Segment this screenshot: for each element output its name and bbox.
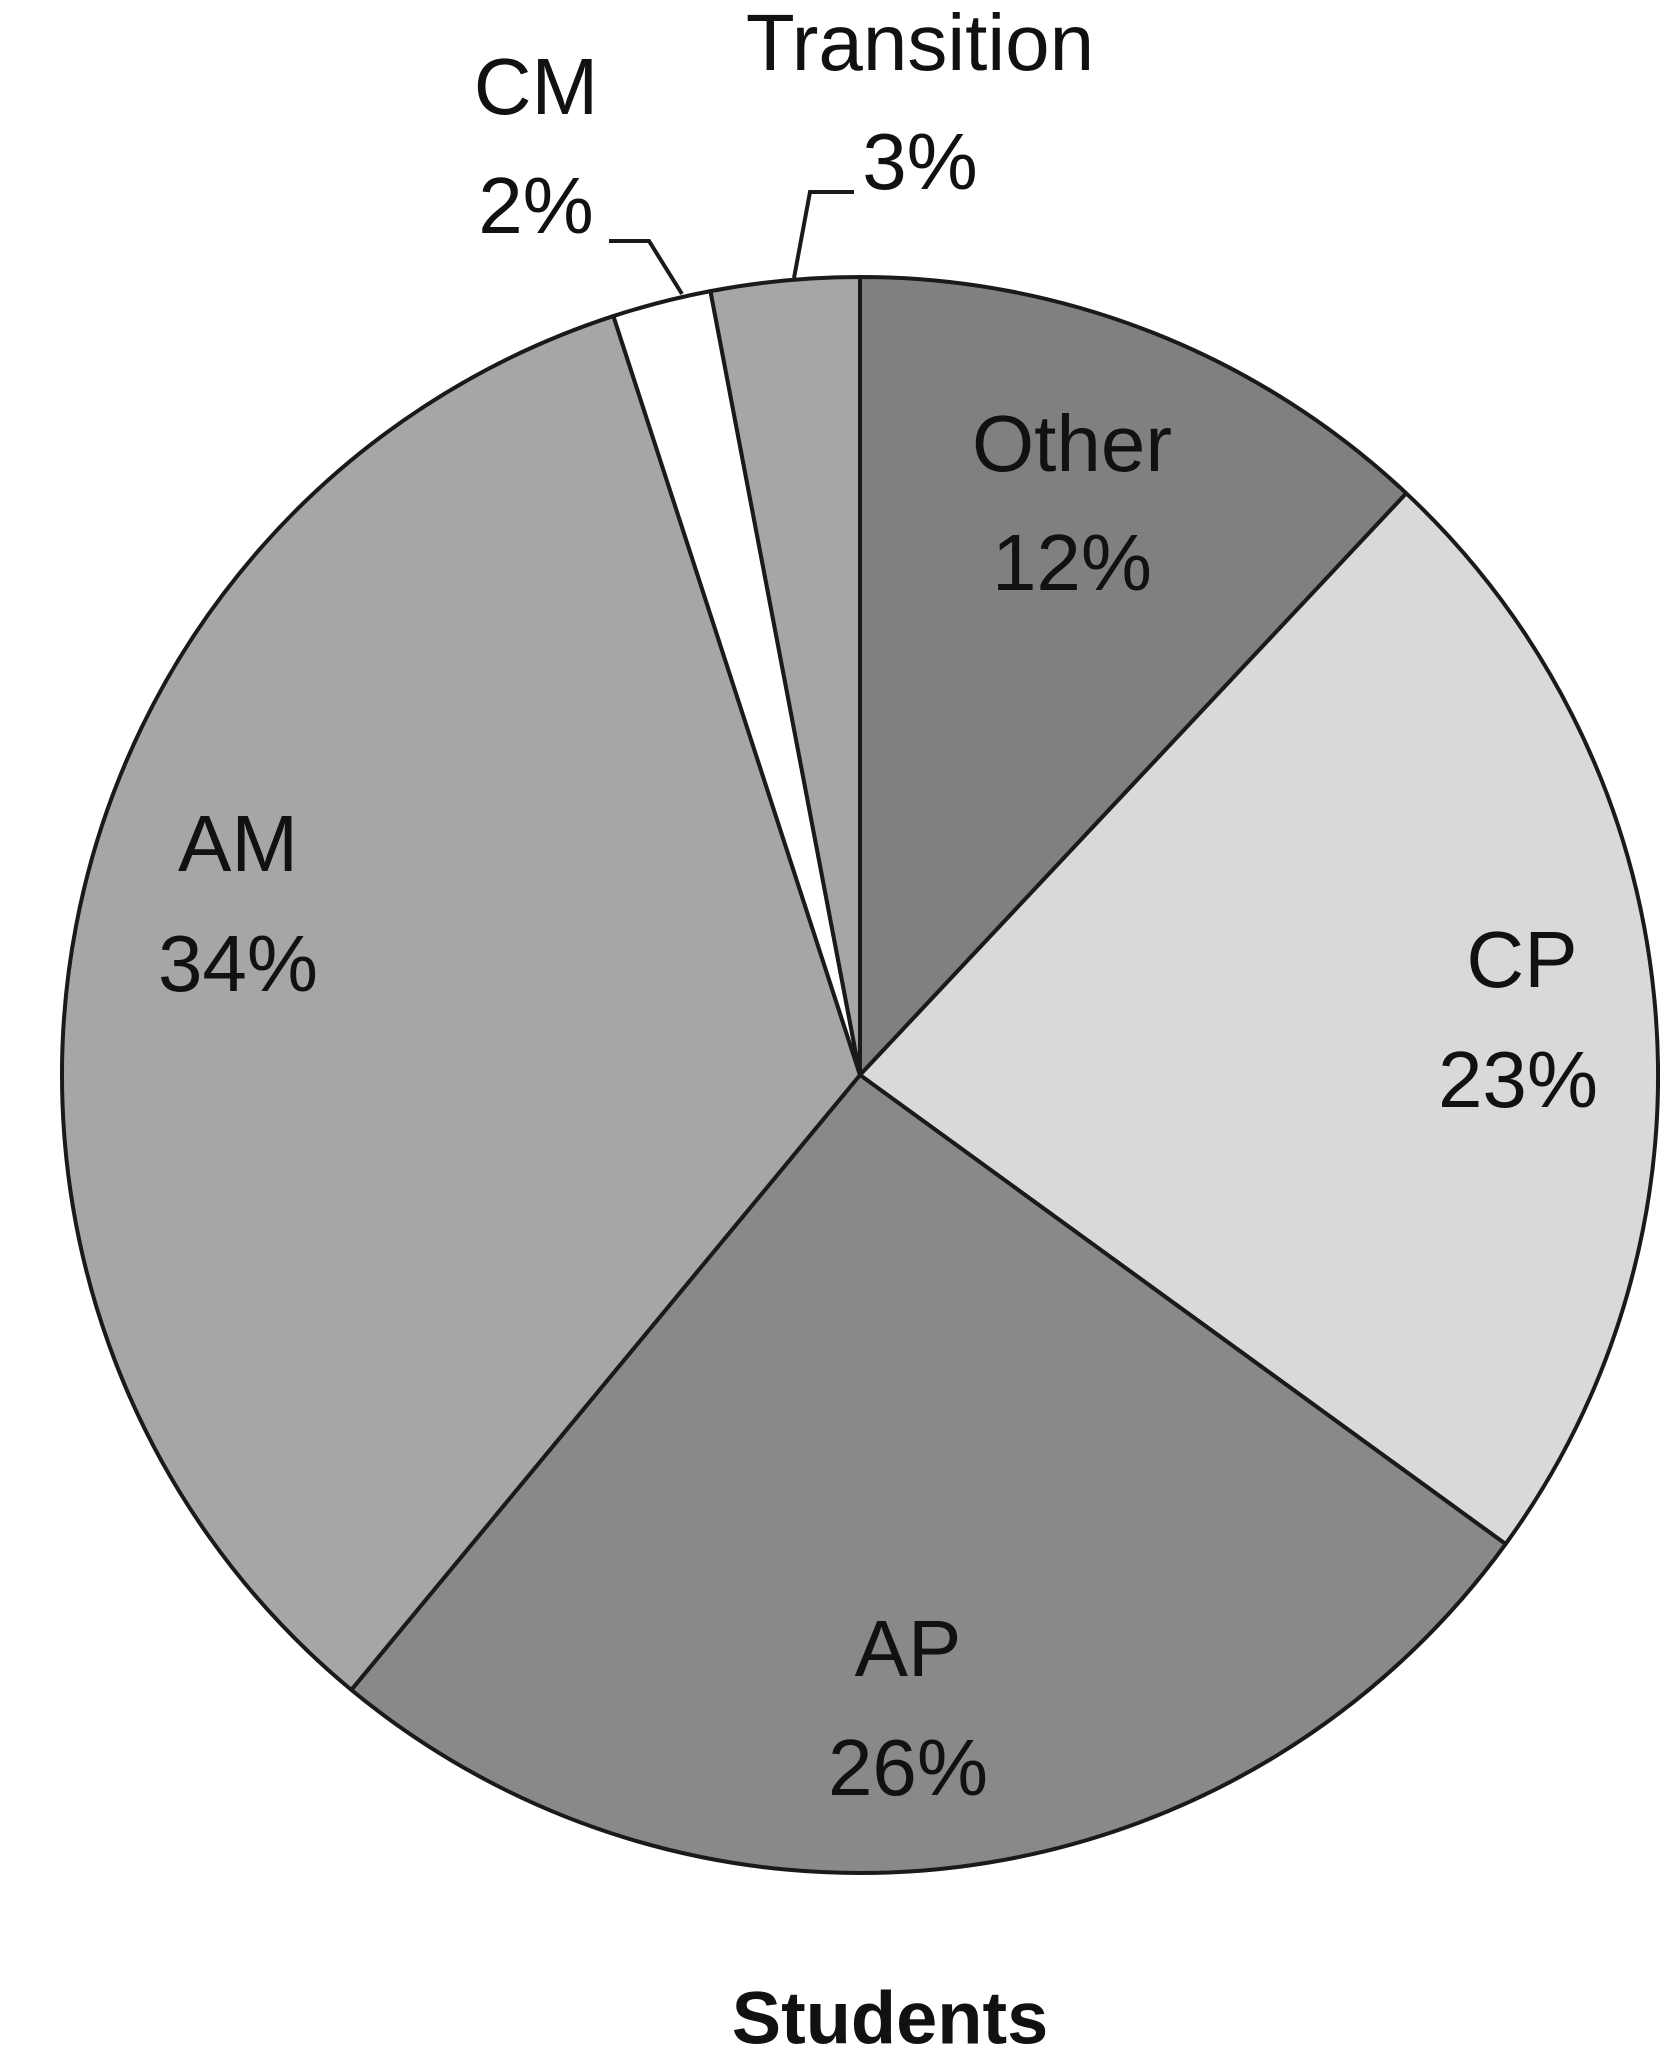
slice-label: CP	[1466, 915, 1577, 1004]
slice-label: Transition	[746, 0, 1094, 87]
value-label: 2%	[478, 161, 594, 250]
chart-title: Students	[732, 1977, 1049, 2060]
slice-label: AM	[178, 799, 298, 888]
value-label: 12%	[992, 518, 1152, 607]
value-label: 3%	[862, 117, 978, 206]
value-label: 23%	[1438, 1035, 1598, 1124]
pie-slice	[858, 275, 1409, 1077]
pie-slice	[858, 491, 1660, 1547]
leader-line	[792, 190, 854, 279]
value-label: 34%	[158, 919, 318, 1008]
pie-slice	[60, 314, 862, 1692]
value-label: 26%	[828, 1723, 988, 1812]
slice-label: CM	[474, 42, 598, 131]
slice-label: AP	[855, 1604, 962, 1693]
slice-label: Other	[972, 399, 1172, 488]
pie-slice	[708, 275, 862, 1077]
leader-line	[609, 239, 684, 296]
pie-slice	[349, 1073, 1508, 1875]
